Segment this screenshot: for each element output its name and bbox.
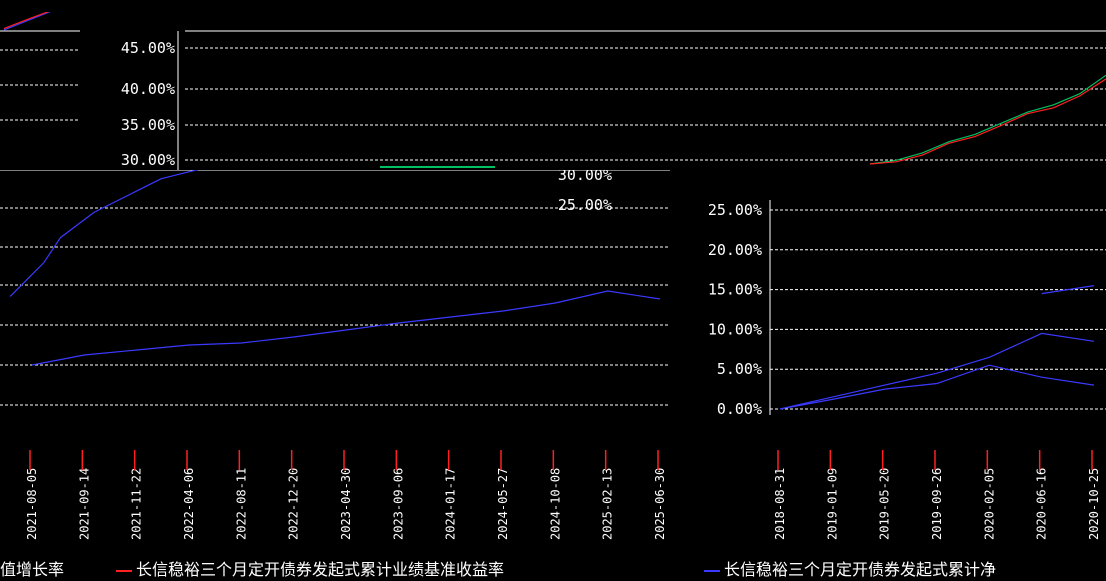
panel-bottom-right: 25.00% 20.00% 15.00% 10.00% 5.00% 0.00% 2018-0… xyxy=(670,200,1106,546)
x-tick-label: 2021-08-05 xyxy=(25,468,39,540)
legend-right-fragment: 长信稳裕三个月定开债券发起式累计净 xyxy=(700,556,996,580)
y-tick-label: 25.00% xyxy=(708,201,762,219)
panel-middle-left-svg: 30.00% 25.00% 2021-08-05 2021-09-14 2021-11-… xyxy=(0,170,670,540)
panel-bottom-right-svg: 25.00% 20.00% 15.00% 10.00% 5.00% 0.00% 2018-0… xyxy=(708,200,1106,540)
x-tick-label: 2020-10-25 xyxy=(1087,468,1101,540)
panel-top-left: 45.00% 40.00% 35.00% 30.00% xyxy=(0,12,1106,170)
legend-left-fragment: 值增长率 xyxy=(0,556,64,580)
x-tick-label: 2019-09-26 xyxy=(930,468,944,540)
series-line-upper xyxy=(9,170,199,297)
legend-benchmark-text: 长信稳裕三个月定开债券发起式累计业绩基准收益率 xyxy=(136,560,505,579)
x-tick-label: 2025-06-30 xyxy=(653,468,667,540)
x-tick-label: 2023-09-06 xyxy=(391,468,405,540)
x-tick-label: 2021-09-14 xyxy=(77,468,91,540)
x-tick-label: 2020-06-16 xyxy=(1035,468,1049,540)
legend-benchmark-swatch xyxy=(116,569,132,572)
x-tick-label: 2023-04-30 xyxy=(339,468,353,540)
x-tick-label: 2024-01-17 xyxy=(444,468,458,540)
legend-fund-swatch xyxy=(704,569,720,572)
y-tick-label: 40.00% xyxy=(121,80,175,98)
y-tick-label: 5.00% xyxy=(717,360,762,378)
y-tick-label: 25.00% xyxy=(558,196,612,214)
series-line-1 xyxy=(779,364,1095,410)
series-line-0 xyxy=(779,332,1095,410)
panel-top-left-svg: 45.00% 40.00% 35.00% 30.00% xyxy=(0,12,1106,170)
y-tick-label: 20.00% xyxy=(708,241,762,259)
y-tick-label: 15.00% xyxy=(708,281,762,299)
series-line-1 xyxy=(3,12,50,30)
series-line-lower xyxy=(31,290,661,366)
y-tick-label: 30.00% xyxy=(558,170,612,184)
series-line-right-1 xyxy=(869,78,1106,165)
y-tick-label: 30.00% xyxy=(121,151,175,169)
y-tick-label: 0.00% xyxy=(717,400,762,418)
series-line-2 xyxy=(1041,285,1095,295)
panel-middle-left: 30.00% 25.00% 2021-08-05 2021-09-14 2021-11-… xyxy=(0,170,670,546)
x-tick-label: 2019-01-09 xyxy=(825,468,839,540)
series-line-right-0 xyxy=(869,74,1106,165)
legend-right-text: 长信稳裕三个月定开债券发起式累计净 xyxy=(724,560,997,579)
x-tick-label: 2021-11-22 xyxy=(130,468,144,540)
x-tick-label: 2024-10-08 xyxy=(548,468,562,540)
x-tick-label: 2022-04-06 xyxy=(182,468,196,540)
x-tick-label: 2020-02-05 xyxy=(982,468,996,540)
x-tick-label: 2022-12-20 xyxy=(287,468,301,540)
x-tick-label: 2019-05-20 xyxy=(878,468,892,540)
legend-benchmark: 长信稳裕三个月定开债券发起式累计业绩基准收益率 xyxy=(112,556,504,580)
y-tick-label: 45.00% xyxy=(121,39,175,57)
legend-left-text: 值增长率 xyxy=(0,560,65,579)
y-tick-label: 10.00% xyxy=(708,320,762,338)
y-tick-label: 35.00% xyxy=(121,116,175,134)
x-tick-label: 2022-08-11 xyxy=(234,468,248,540)
x-tick-label: 2024-05-27 xyxy=(496,468,510,540)
series-line-0 xyxy=(3,12,51,31)
x-tick-label: 2018-08-31 xyxy=(773,468,787,540)
x-tick-label: 2025-02-13 xyxy=(601,468,615,540)
